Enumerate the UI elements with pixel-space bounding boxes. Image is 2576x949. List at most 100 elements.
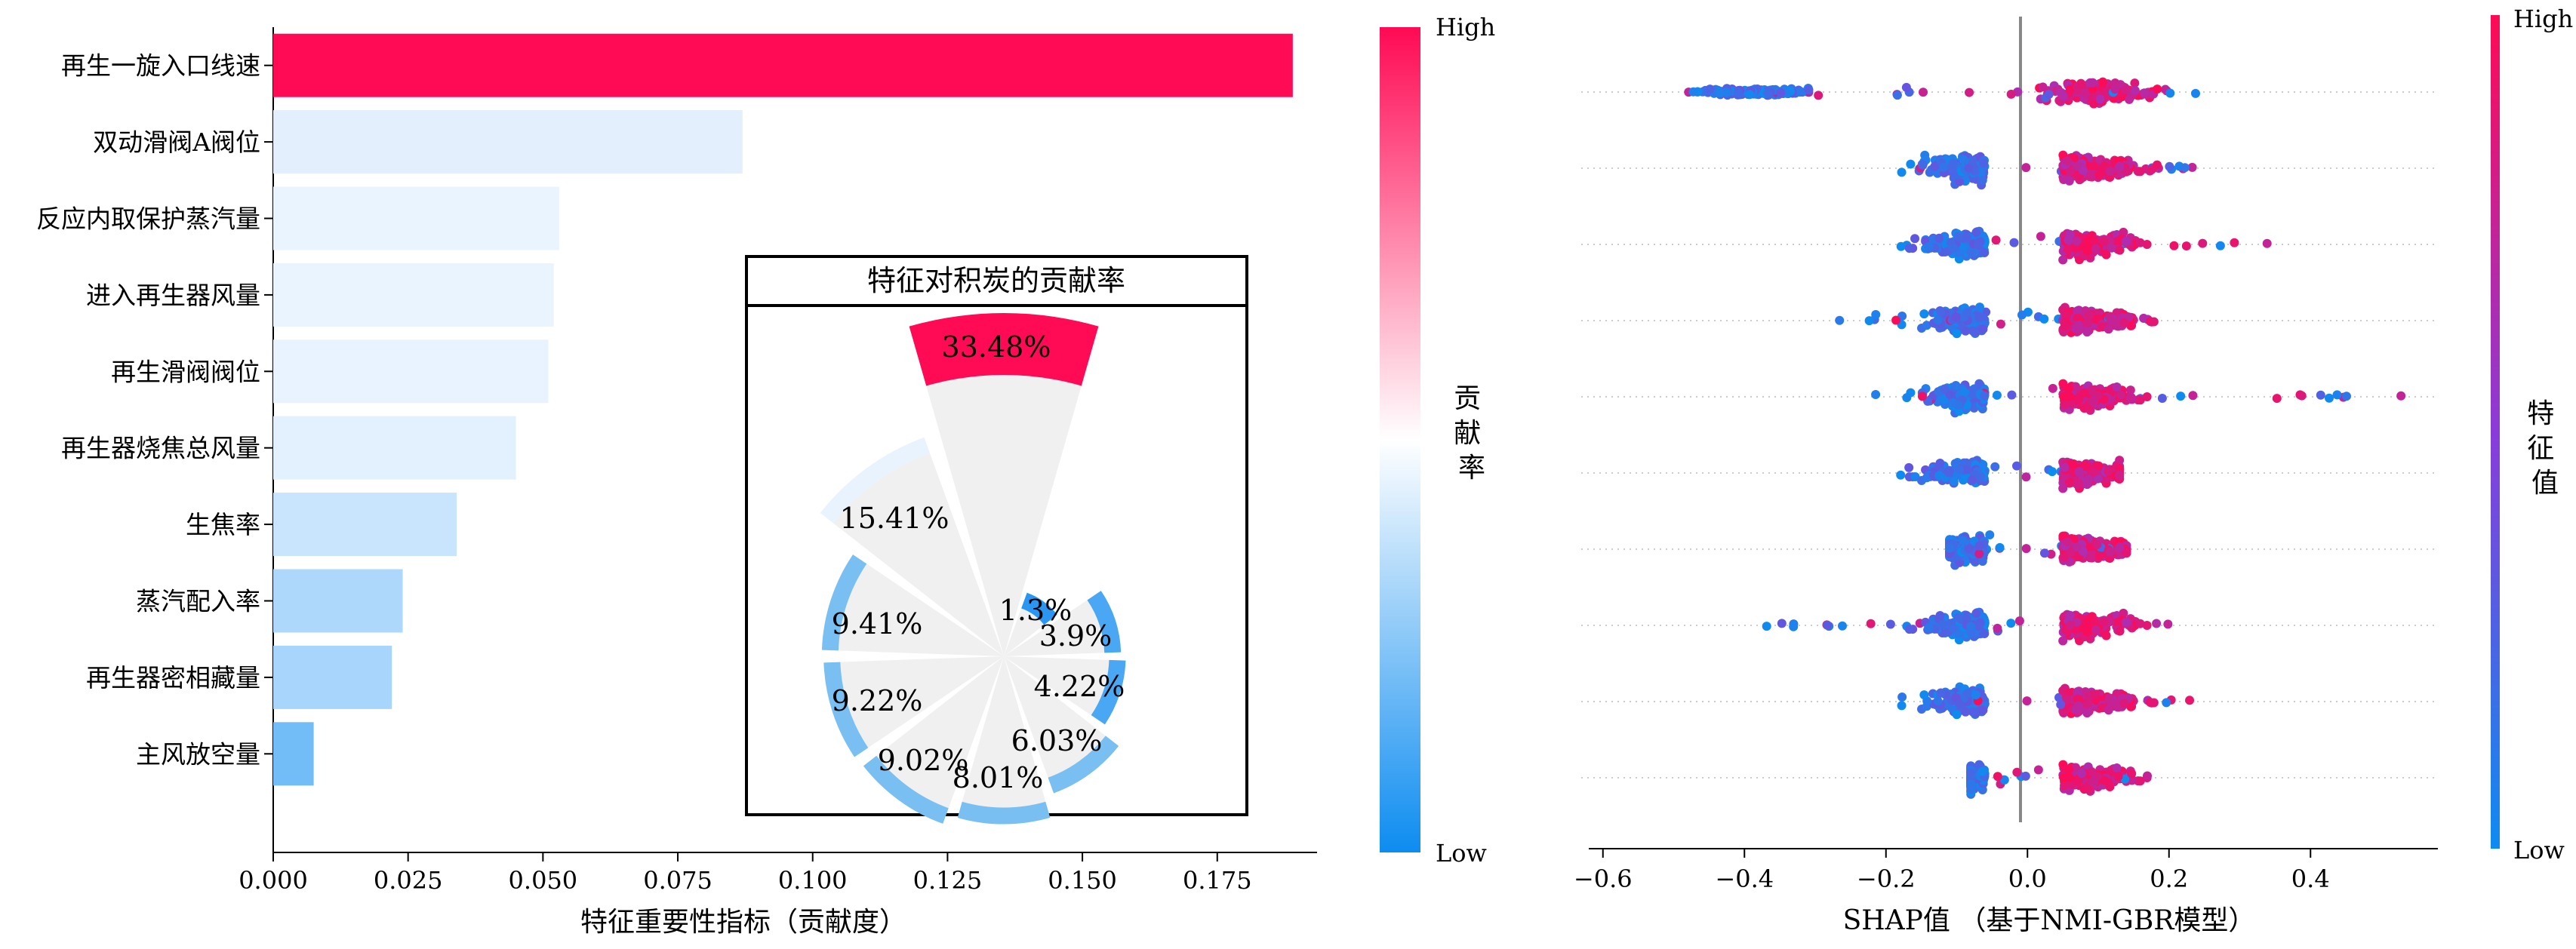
shap-point — [2089, 775, 2099, 785]
shap-point — [2084, 311, 2094, 321]
shap-point — [2125, 385, 2135, 395]
shap-x-tick-label: −0.4 — [1715, 865, 1774, 893]
shap-point — [2060, 552, 2070, 562]
rose-guide — [833, 453, 1004, 656]
shap-point — [1974, 549, 1984, 559]
colorbar-2-gradient — [2491, 15, 2500, 849]
shap-point — [1762, 622, 1771, 631]
shap-point — [2072, 236, 2082, 246]
bar-x-tick-label: 0.050 — [509, 866, 578, 895]
bar — [273, 33, 1293, 97]
rose-slice-label: 9.02% — [878, 744, 969, 777]
shap-point — [2009, 238, 2019, 247]
shap-point — [2115, 245, 2125, 255]
shap-point — [1835, 315, 1845, 325]
shap-point — [2020, 771, 2030, 781]
shap-point — [2105, 166, 2115, 176]
shap-point — [2119, 318, 2129, 327]
shap-point — [1977, 766, 1987, 776]
bar — [273, 263, 554, 327]
shap-point — [2113, 321, 2122, 331]
shap-point — [2064, 392, 2074, 401]
shap-point — [2022, 696, 2032, 706]
shap-point — [1789, 622, 1799, 631]
shap-point — [2142, 621, 2152, 631]
shap-point — [1733, 88, 1743, 97]
shap-point — [2099, 236, 2109, 246]
rose-slice-label: 9.41% — [832, 607, 923, 640]
shap-point — [2086, 385, 2096, 395]
shap-point — [1933, 696, 1943, 706]
shap-point — [2066, 620, 2076, 630]
shap-point — [2162, 698, 2171, 708]
rose-slice-label: 3.9% — [1039, 619, 1113, 653]
shap-point — [2099, 395, 2109, 404]
shap-point — [1948, 624, 1958, 634]
bar — [273, 645, 392, 709]
shap-point — [1906, 159, 1916, 169]
shap-point — [2153, 84, 2162, 94]
shap-point — [2094, 170, 2104, 180]
shap-point — [1939, 162, 1949, 172]
shap-point — [2058, 91, 2068, 101]
bar-category-label: 双动滑阀A阀位 — [93, 127, 260, 157]
colorbar-2-low: Low — [2513, 836, 2565, 865]
shap-point — [2110, 84, 2120, 94]
shap-point — [2316, 390, 2325, 400]
shap-point — [2107, 316, 2116, 326]
shap-point — [1980, 629, 1990, 639]
shap-point — [1925, 167, 1934, 177]
shap-point — [2014, 616, 2024, 626]
shap-point — [2104, 324, 2113, 334]
shap-point — [2169, 241, 2179, 250]
shap-point — [2082, 699, 2092, 709]
shap-point — [2135, 238, 2145, 247]
rose-slice — [1087, 591, 1122, 653]
shap-point — [2142, 392, 2152, 402]
shap-point — [2180, 163, 2190, 173]
shap-point — [2071, 763, 2081, 772]
shap-point — [1922, 473, 1931, 483]
shap-point — [2091, 625, 2101, 634]
shap-point — [2079, 388, 2089, 398]
shap-point — [2090, 689, 2100, 699]
shap-point — [2332, 390, 2342, 400]
shap-point — [1949, 476, 1959, 486]
shap-point — [1959, 155, 1968, 164]
shap-point — [2094, 551, 2104, 560]
shap-point — [2125, 392, 2135, 402]
shap-point — [2113, 702, 2122, 712]
shap-point — [1944, 468, 1953, 478]
bar-x-tick-label: 0.150 — [1048, 866, 1117, 895]
shap-point — [2122, 548, 2131, 558]
shap-point — [1705, 84, 1715, 94]
shap-point — [1980, 391, 1990, 401]
shap-point — [2098, 77, 2108, 87]
shap-point — [1935, 610, 1945, 620]
rose-slice — [1091, 659, 1126, 725]
rose-guide — [1004, 656, 1106, 778]
shap-point — [2130, 86, 2140, 96]
shap-point — [2341, 392, 2351, 401]
shap-point — [2165, 88, 2175, 98]
rose-slice-label: 4.22% — [1034, 670, 1125, 703]
shap-point — [2142, 240, 2152, 250]
shap-point — [1978, 705, 1988, 715]
shap-point — [1864, 316, 1874, 326]
shap-point — [2215, 241, 2225, 250]
shap-point — [2012, 461, 2022, 471]
rose-slice — [1021, 592, 1057, 625]
rose-slice — [823, 662, 869, 757]
shap-point — [2198, 238, 2208, 248]
bar-x-tick-label: 0.000 — [239, 866, 308, 895]
shap-point — [2021, 472, 2031, 482]
shap-point — [2115, 470, 2125, 480]
shap-point — [1814, 91, 1824, 100]
shap-point — [1919, 88, 1928, 97]
shap-point — [2089, 237, 2099, 247]
shap-point — [2396, 391, 2406, 401]
bar-x-tick-label: 0.175 — [1183, 866, 1252, 895]
shap-point — [2121, 84, 2131, 94]
shap-point — [1993, 623, 2002, 633]
shap-point — [2039, 548, 2049, 558]
